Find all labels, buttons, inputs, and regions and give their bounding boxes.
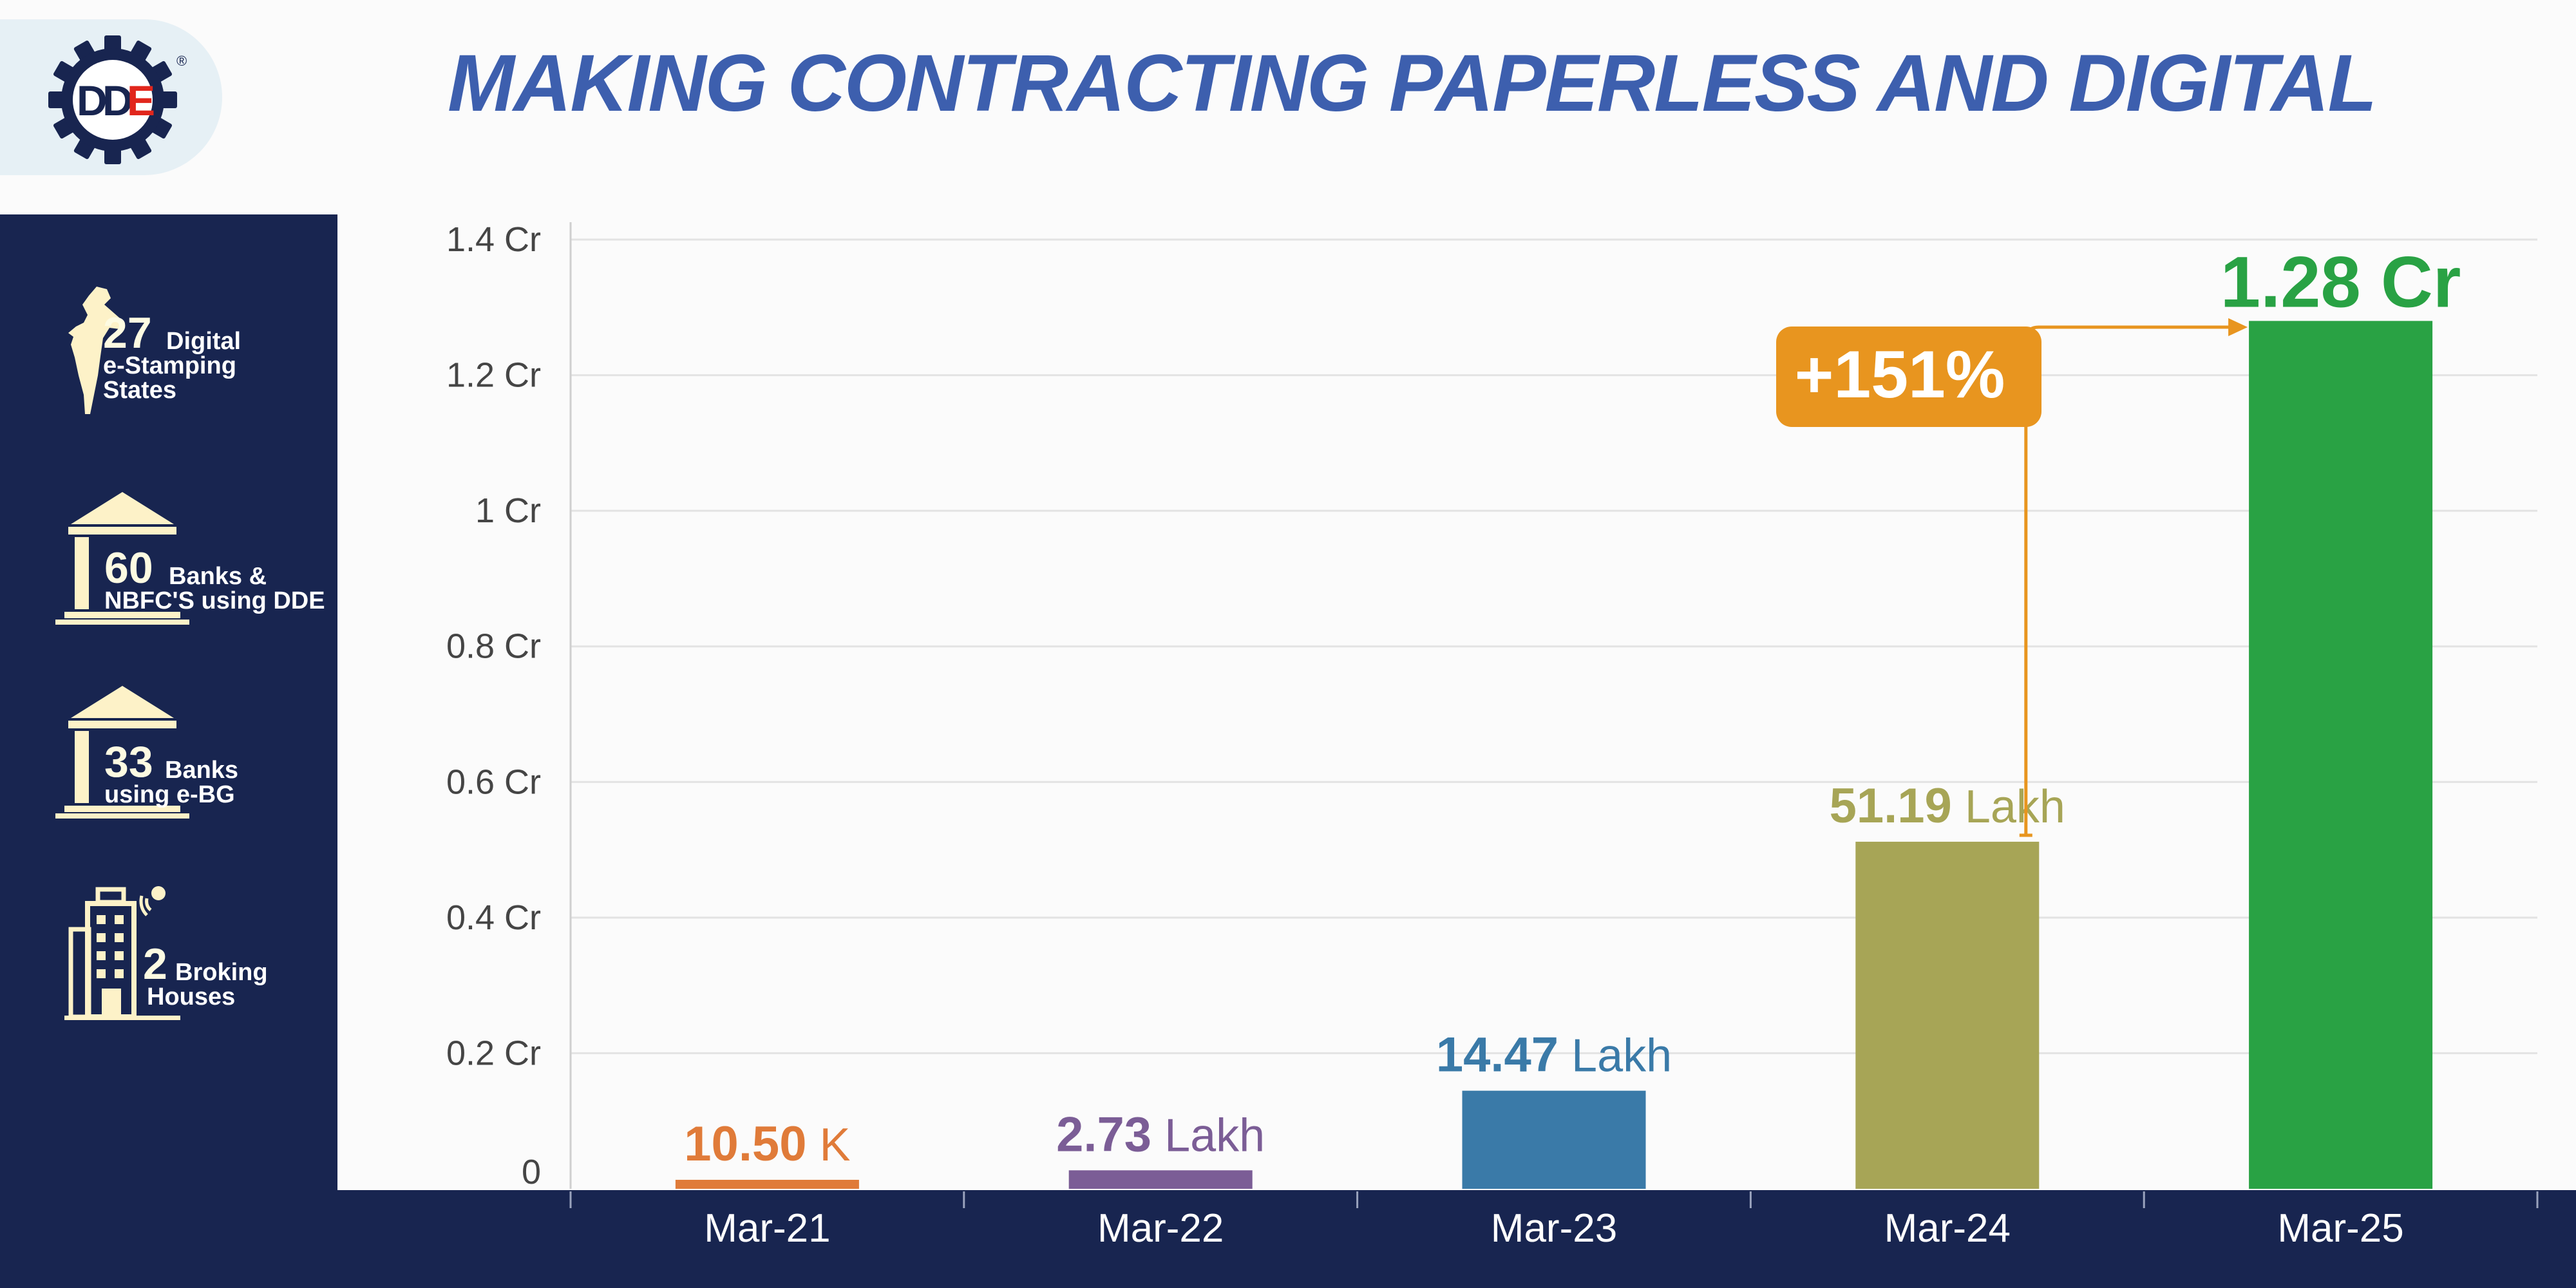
y-tick-label: 1 Cr [475, 491, 541, 530]
stat-broking-houses: 2 Broking Houses [0, 878, 337, 1026]
india-map-icon [68, 287, 125, 414]
stat-number: 27 [103, 308, 152, 357]
stat-label-line1: Broking [175, 959, 268, 986]
x-tick-label: Mar-24 [1884, 1206, 2011, 1251]
data-label-unit: K [806, 1119, 850, 1171]
data-label-unit: Cr [2361, 242, 2461, 322]
data-label-number: 2.73 [1056, 1107, 1151, 1162]
y-tick-label: 0.6 Cr [446, 762, 541, 801]
x-tick-label: Mar-25 [2277, 1206, 2403, 1251]
logo-letter-d1: D [77, 77, 108, 124]
stat-label-line2: using e-BG [104, 781, 235, 808]
bar-mar-22 [1068, 1170, 1253, 1189]
data-label-unit: Lakh [1952, 781, 2065, 833]
dde-gear-logo: D D E ® [48, 35, 187, 164]
stats-sidebar: 27 Digital e-Stamping States 60 Banks & … [0, 214, 337, 1190]
y-tick-label: 0.4 Cr [446, 898, 541, 937]
x-tick-label: Mar-22 [1097, 1206, 1224, 1251]
bar-mar-25 [2249, 321, 2433, 1189]
stat-number: 2 [143, 940, 167, 989]
growth-badge-label: +151% [1795, 337, 2005, 412]
x-axis-band [0, 1190, 2576, 1288]
growth-badge [1776, 327, 2041, 427]
building-icon [64, 886, 180, 1020]
data-label-number: 51.19 [1830, 779, 1952, 833]
stat-label-line1: Digital [166, 328, 242, 355]
y-tick-label: 1.2 Cr [446, 356, 541, 395]
logo-badge: D D E ® [0, 19, 222, 175]
stat-label-line1: Banks [165, 757, 239, 784]
stat-estamping-states: 27 Digital e-Stamping States [0, 279, 337, 427]
x-tick-label: Mar-21 [704, 1206, 830, 1251]
data-label: 51.19 Lakh [1830, 779, 2065, 833]
data-label-unit: Lakh [1558, 1030, 1672, 1082]
stat-number: 60 [104, 544, 153, 592]
bar-mar-21 [675, 1180, 859, 1189]
stat-banks-ebg: 33 Banks using e-BG [0, 682, 337, 830]
stat-label-line2: e-Stamping [103, 352, 236, 379]
bar-mar-23 [1462, 1090, 1646, 1189]
stat-label-line1: Banks & [169, 563, 267, 590]
stat-label-line2: Houses [147, 983, 236, 1010]
x-tick-label: Mar-23 [1491, 1206, 1617, 1251]
y-tick-label: 0 [522, 1153, 541, 1191]
annotation-connector [2024, 325, 2230, 836]
registered-mark: ® [176, 53, 187, 69]
data-label-number: 10.50 [684, 1117, 806, 1171]
annotation-arrowhead [2228, 318, 2248, 336]
data-label: 14.47 Lakh [1436, 1028, 1672, 1083]
logo-letter-d2: D [102, 77, 133, 124]
y-tick-label: 0.2 Cr [446, 1034, 541, 1072]
stat-label-line2: NBFC'S using DDE [104, 587, 325, 614]
stat-banks-nbfc: 60 Banks & NBFC'S using DDE [0, 488, 337, 636]
page-title: MAKING CONTRACTING PAPERLESS AND DIGITAL [448, 39, 2377, 128]
data-label: 1.28 Cr [2221, 242, 2461, 322]
data-label: 10.50 K [684, 1117, 850, 1171]
bank-icon [55, 686, 189, 819]
bar-mar-24 [1855, 842, 2040, 1189]
bank-icon [55, 492, 189, 625]
data-label: 2.73 Lakh [1056, 1107, 1265, 1162]
data-label-number: 1.28 [2221, 242, 2361, 322]
stat-number: 33 [104, 737, 153, 786]
data-label-unit: Lakh [1151, 1110, 1265, 1161]
stat-label-line3: States [103, 377, 177, 404]
y-tick-label: 0.8 Cr [446, 627, 541, 666]
data-label-number: 14.47 [1436, 1028, 1558, 1083]
logo-letter-e: E [127, 77, 155, 124]
y-tick-label: 1.4 Cr [446, 220, 541, 259]
